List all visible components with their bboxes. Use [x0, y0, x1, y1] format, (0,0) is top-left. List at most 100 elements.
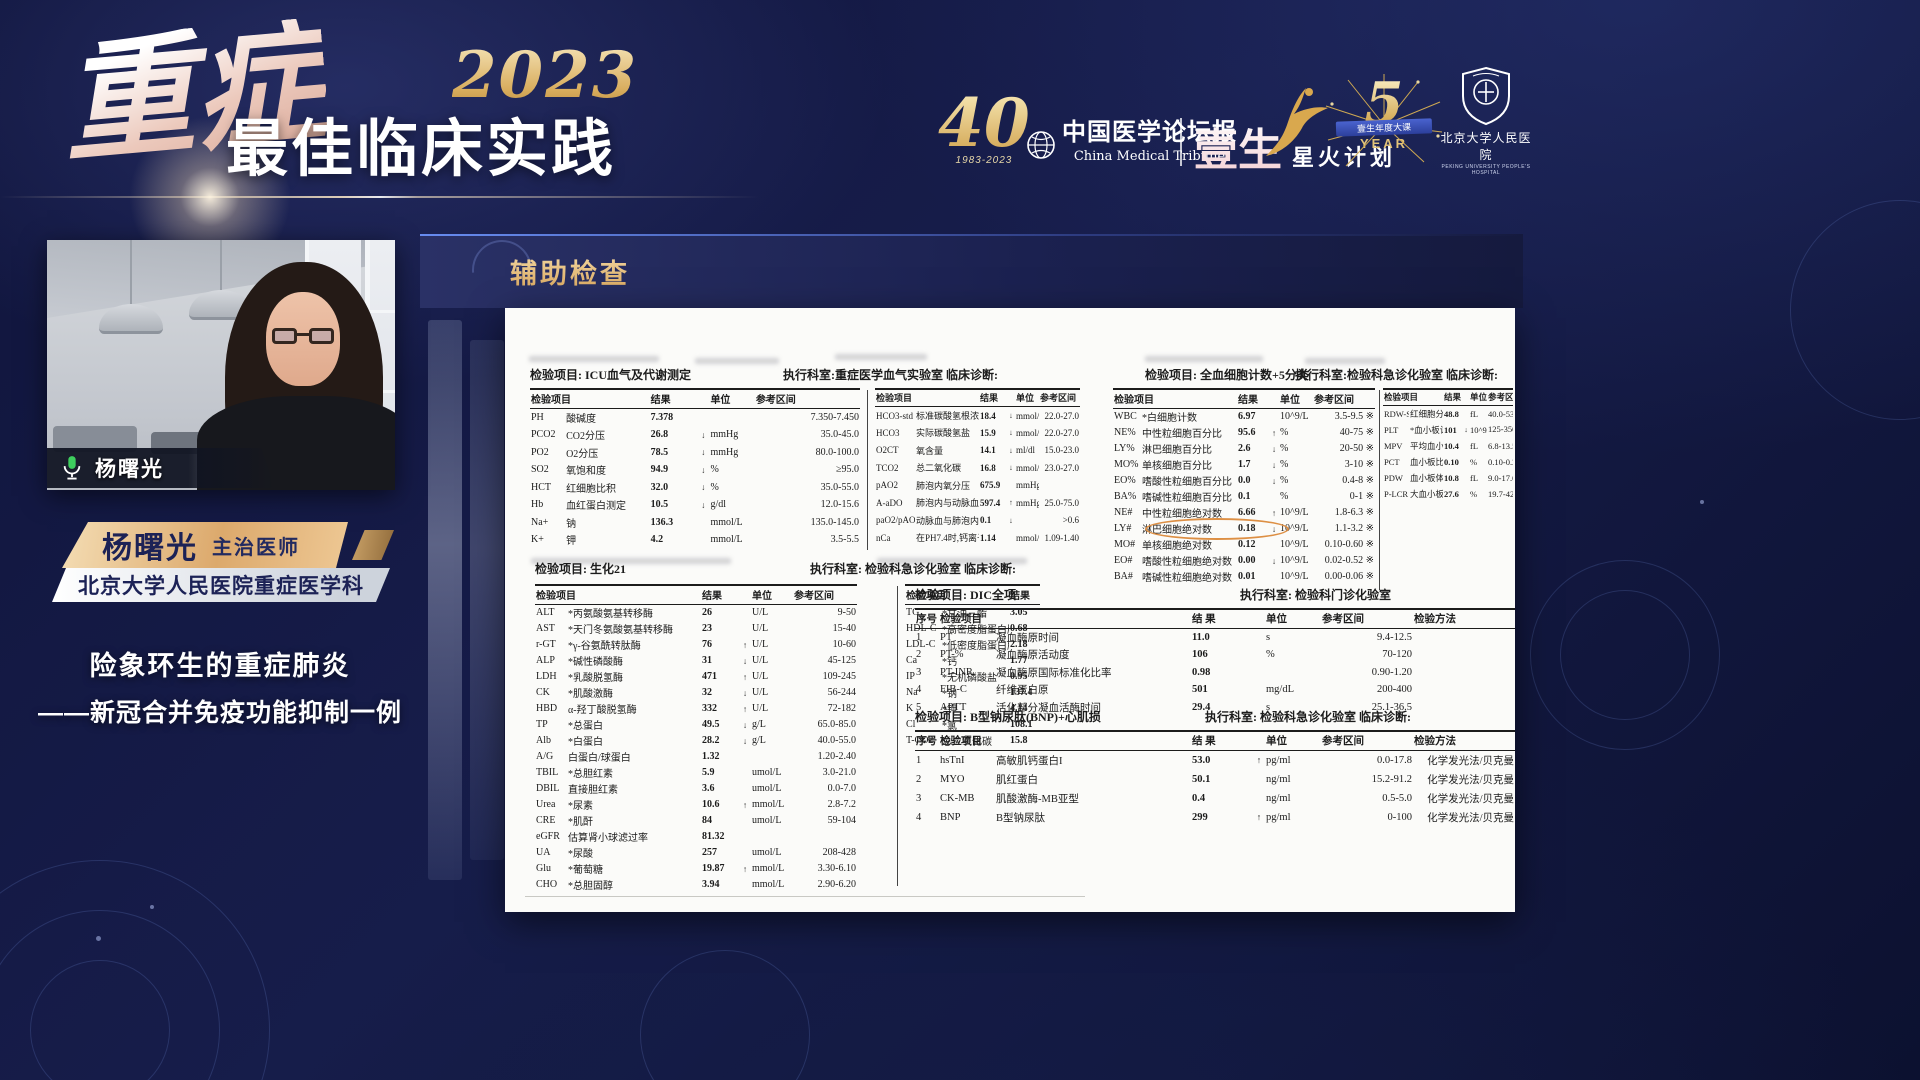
- lab-cell: P-LCR: [1384, 488, 1409, 499]
- column-header: 单位: [751, 585, 793, 605]
- lab-cell: *总胆红素: [568, 769, 613, 780]
- lab-cell: LY#: [1114, 523, 1132, 534]
- column-header: 结 果: [1191, 609, 1265, 629]
- lab-cell: [739, 813, 751, 829]
- lab-cell: [1269, 409, 1279, 425]
- lab-cell: 嗜酸性粒细胞百分比: [1142, 477, 1232, 488]
- lab-cell: ↓: [1009, 411, 1013, 420]
- column-header: 单位: [1265, 731, 1321, 751]
- lab-cell: 1: [916, 754, 922, 766]
- lab-cell: [1253, 681, 1265, 699]
- lab-cell: fL: [1470, 440, 1479, 451]
- lab-cell: ↓: [1009, 463, 1013, 473]
- lab-cell: 0.4-8 ※: [1342, 475, 1374, 486]
- column-header: 结果: [701, 585, 739, 605]
- dic-table: 序号 检验项目结 果单位 参考区间 检验方法 1 PT 凝血酶原时间 11.0 s 9.4-12.…: [915, 608, 1515, 716]
- lab-cell: ↑: [742, 703, 748, 714]
- lab-cell: 0.0: [1238, 475, 1251, 486]
- lab-cell: U/L: [752, 671, 769, 682]
- lab-cell: [697, 531, 709, 549]
- lab-cell: 200-400: [1377, 684, 1412, 696]
- lab-cell: 氧饱和度: [566, 466, 607, 478]
- lab-cell: LDH: [536, 671, 557, 682]
- lab-cell: %: [1266, 649, 1275, 661]
- lab-cell: Na+: [531, 516, 549, 528]
- lab-cell: 4.2: [650, 534, 664, 546]
- lab-cell: CK: [536, 687, 550, 698]
- lab-cell: 肺泡内与动脉血氧分压之差: [916, 498, 980, 509]
- lab-cell: 675.9: [980, 480, 1001, 491]
- lab-cell: [1413, 681, 1515, 699]
- lab-cell: 40.0-53.0: [1488, 408, 1513, 419]
- lab-cell: 208-428: [822, 847, 856, 858]
- lab-cell: ↓: [701, 464, 706, 475]
- table-row: K *钾 4.14: [905, 701, 1040, 717]
- lab-cell: LY%: [1114, 443, 1135, 454]
- table-row: TCO2 总二氧化碳 16.8 ↓mmol/L 23.0-27.0: [875, 459, 1080, 477]
- column-header: 参考区间: [1321, 609, 1413, 629]
- presenter-face: [266, 292, 340, 386]
- lab-cell: [1269, 537, 1279, 553]
- lab-cell: 0.12: [1238, 539, 1256, 550]
- lab-cell: ↑: [742, 671, 748, 682]
- column-header: 结果: [1009, 585, 1040, 605]
- slide-header-band: 辅助检查: [420, 227, 1523, 313]
- lab-cell: g/L: [752, 719, 766, 730]
- lab-cell: 2.6: [1238, 443, 1251, 454]
- lab-cell: [1413, 664, 1515, 682]
- lab-cell: 嗜碱性粒细胞绝对数: [1142, 573, 1232, 584]
- lab-cell: mmol/L: [710, 516, 743, 528]
- lab-cell: %: [710, 464, 719, 476]
- lab-cell: 中性粒细胞绝对数: [1142, 509, 1222, 520]
- table-row: NE% 中性粒细胞百分比 95.6 ↑% 40-75 ※: [1113, 425, 1375, 441]
- lab-cell: U/L: [752, 623, 769, 634]
- lab-cell: 钠: [566, 518, 577, 530]
- lab-cell: *碱性磷酸酶: [568, 657, 623, 668]
- lab-cell: ↓: [1271, 555, 1277, 566]
- lab-cell: %: [1470, 456, 1478, 467]
- panel2-caption: 检验项目: 全血细胞计数+5分类: [1145, 368, 1309, 382]
- lab-cell: HCO3: [876, 427, 900, 438]
- lab-cell: 嗜碱性粒细胞百分比: [1142, 493, 1232, 504]
- lab-cell: NE#: [1114, 507, 1133, 518]
- panel5-exec: 执行科室: 检验科急诊化验室 临床诊断:: [1205, 710, 1411, 724]
- lab-cell: [1015, 512, 1039, 530]
- lab-cell: 红细胞比积: [566, 483, 617, 495]
- table-row: 3 PT-INR 凝血酶原国际标准化比率 0.98 0.90-1.20: [915, 664, 1515, 682]
- light-streak-vertical: [470, 340, 504, 860]
- column-header: [1007, 389, 1016, 407]
- presenter-video-feed: 杨曙光: [47, 240, 395, 490]
- phoenix-bird-icon: [1262, 84, 1336, 167]
- lab-cell: PLT: [1384, 424, 1399, 435]
- lab-cell: Alb: [536, 735, 551, 746]
- table-row: WBC *白细胞计数 6.97 10^9/L 3.5-9.5 ※: [1113, 409, 1375, 425]
- dic-table-table: 序号 检验项目结 果单位 参考区间 检验方法 1 PT 凝血酶原时间 11.0 s 9.4-12.…: [915, 608, 1515, 716]
- lab-cell: 化学发光法/贝克曼: [1427, 774, 1514, 786]
- lab-cell: 125-350 ※: [1488, 424, 1513, 434]
- table-row: RDW-SD红细胞分布宽度标准差48.8 fL 40.0-53.0: [1383, 406, 1513, 422]
- case-title: 险象环生的重症肺炎 ——新冠合并免疫功能抑制一例: [10, 644, 430, 729]
- lab-cell: CRE: [536, 815, 556, 826]
- lab-cell: 10^9/L: [1280, 507, 1309, 518]
- lab-cell: 血小板比积: [1410, 456, 1444, 467]
- lab-cell: SO2: [531, 464, 549, 476]
- globe-icon: [1026, 130, 1056, 165]
- lab-cell: 4: [916, 811, 922, 823]
- lab-cell: pg/ml: [1266, 811, 1291, 823]
- lab-cell: 直接胆红素: [568, 785, 618, 796]
- column-header: 参考区间: [793, 585, 857, 605]
- lab-cell: 0.18: [1145, 517, 1289, 540]
- lab-cell: BA%: [1114, 491, 1137, 502]
- lab-cell: mmol/L: [1016, 532, 1039, 543]
- lab-cell: 109-245: [822, 671, 856, 682]
- lab-cell: ALT: [536, 607, 555, 619]
- lab-cell: 肌酸激酶-MB亚型: [996, 793, 1079, 805]
- lab-cell: [1413, 699, 1515, 717]
- lab-cell: 1.09-1.40: [1044, 532, 1080, 543]
- presenter-affiliation-banner: 北京大学人民医院重症医学科: [52, 568, 390, 602]
- lab-cell: [1269, 489, 1279, 505]
- column-header: 参考区间: [1313, 389, 1375, 409]
- lab-cell: *肌酸激酶: [568, 689, 613, 700]
- lab-cell: mg/dL: [1266, 684, 1294, 696]
